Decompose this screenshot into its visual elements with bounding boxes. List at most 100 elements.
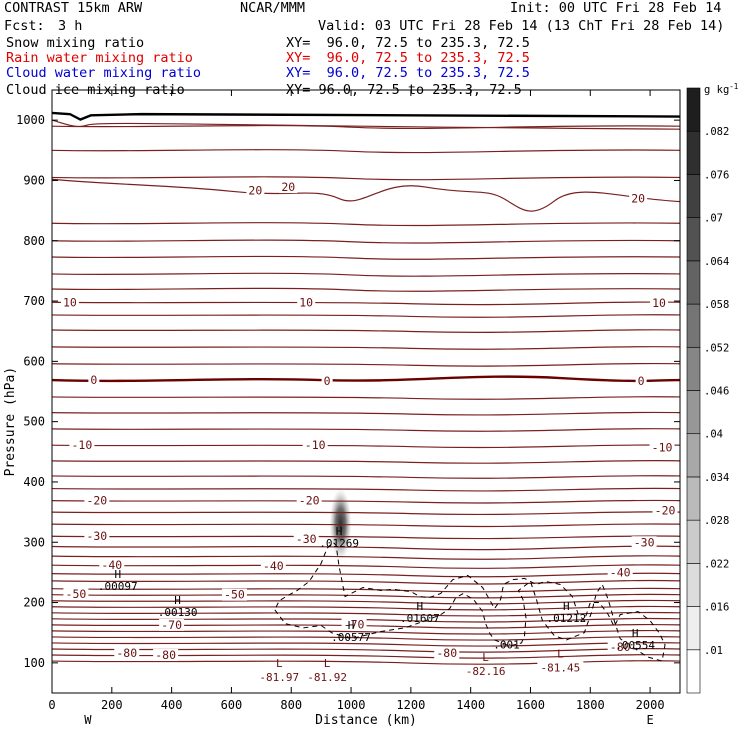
- field-xy-cloudice: XY= 96.0, 72.5 to 235.3, 72.5: [286, 82, 522, 98]
- colorbar-bin: [686, 217, 701, 262]
- high-value: .00097: [98, 580, 138, 593]
- isotherm-line: [51, 654, 681, 659]
- high-value: .00130: [158, 606, 198, 619]
- isotherm-label-bg: [607, 566, 633, 579]
- colorbar-bin: [686, 346, 701, 391]
- isotherm-line: [51, 535, 681, 540]
- isotherm-label-bg: [649, 441, 675, 454]
- y-tick-label: 1000: [16, 113, 45, 127]
- isotherm-line: [51, 587, 681, 593]
- isotherm-label: -10: [305, 438, 326, 452]
- colorbar-bin: [686, 649, 701, 694]
- isotherm-label-bg: [260, 559, 286, 572]
- isotherm-line: [51, 287, 681, 292]
- high-marker: H: [336, 525, 343, 538]
- isotherm-line: [51, 564, 681, 569]
- plot-frame: [51, 89, 681, 694]
- isotherm-line: [51, 635, 681, 641]
- isotherm-line: [51, 396, 681, 400]
- isotherm-label: -20: [655, 503, 676, 517]
- high-value: .01607: [400, 612, 440, 625]
- isotherm-label-bg: [607, 641, 633, 654]
- isotherm-label: -70: [344, 617, 365, 631]
- isotherm-label: -20: [86, 494, 107, 508]
- isotherm-line: [51, 411, 681, 416]
- colorbar-tick-label: .058: [704, 299, 729, 311]
- isotherm-line: [51, 648, 681, 653]
- low-marker: L: [276, 657, 283, 670]
- isotherm-line: [51, 178, 681, 212]
- isotherm-label-bg: [650, 296, 669, 309]
- isotherm-line: [51, 460, 681, 464]
- cloud-ice-contour: [274, 541, 666, 662]
- isotherm-label-bg: [297, 296, 316, 309]
- low-value-bg: [256, 671, 303, 684]
- isotherm-line: [51, 346, 681, 350]
- colorbar: .01 .016 .022 .028 .034 .04 .046 .052 .058 .064 .0…: [686, 82, 738, 694]
- isotherm-line: [51, 329, 681, 333]
- isotherm-label-bg: [293, 533, 319, 546]
- isotherm-line: [51, 362, 681, 367]
- colorbar-bin: [686, 260, 701, 305]
- low-marker: L: [482, 651, 489, 664]
- isotherm-line: [51, 222, 681, 227]
- cloud-ice-level-label: .001: [493, 638, 520, 651]
- isotherm-line: [51, 623, 681, 629]
- isotherm-label-bg: [69, 439, 95, 452]
- isotherm-line: [51, 642, 681, 647]
- colorbar-bin: [686, 563, 701, 607]
- y-tick-label: 700: [23, 294, 45, 308]
- isotherm-label: -20: [299, 494, 320, 508]
- isotherm-label: 0: [90, 373, 97, 387]
- low-value: -81.45: [541, 661, 581, 674]
- isotherm-label: 10: [299, 295, 313, 309]
- x-end-label-west: W: [84, 713, 92, 727]
- x-tick-label: 0: [48, 698, 55, 712]
- high-value: .00577: [331, 631, 371, 644]
- y-tick-label: 600: [23, 354, 45, 368]
- isotherm-line: [51, 272, 681, 277]
- isotherm-label-bg: [279, 181, 298, 194]
- colorbar-tick-label: .076: [704, 169, 729, 181]
- isotherm-label-bg: [63, 588, 89, 601]
- high-marker: H: [632, 627, 639, 640]
- high-marker: H: [348, 619, 355, 632]
- low-marker: L: [324, 657, 331, 670]
- isotherm-label: 20: [281, 180, 295, 194]
- x-tick-label: 1400: [456, 698, 485, 712]
- x-tick-label: 1000: [337, 698, 366, 712]
- field-xy-snow: XY= 96.0, 72.5 to 235.3, 72.5: [286, 35, 530, 51]
- isotherm-label: -40: [263, 559, 284, 573]
- isotherm-line: [51, 572, 681, 578]
- isotherm-label: -70: [161, 618, 182, 632]
- isotherm-label: 0: [638, 374, 645, 388]
- isotherm-label-bg: [635, 375, 647, 388]
- x-axis-title: Distance (km): [315, 713, 417, 728]
- high-marker: H: [114, 568, 121, 581]
- isotherm-label-bg: [321, 375, 333, 388]
- isotherm-label: -40: [101, 558, 122, 572]
- isotherm-label: -10: [652, 441, 673, 455]
- colorbar-bin: [686, 519, 701, 564]
- isotherm-label-bg: [652, 504, 678, 517]
- low-value: -81.97: [259, 671, 299, 684]
- isotherm-label: -80: [610, 640, 631, 654]
- colorbar-tick-label: .046: [704, 386, 729, 398]
- colorbar-bin: [686, 476, 701, 521]
- isotherm-label: 0: [324, 374, 331, 388]
- colorbar-tick-label: .064: [704, 256, 729, 268]
- colorbar-tick-label: .016: [704, 602, 729, 614]
- isotherm-label-bg: [84, 494, 110, 507]
- field-xy-rain: XY= 96.0, 72.5 to 235.3, 72.5: [286, 50, 530, 66]
- isotherm-line: [51, 314, 681, 318]
- isotherm-line: [51, 511, 681, 516]
- y-tick-label: 200: [23, 596, 45, 610]
- title-init: Init: 00 UTC Fri 28 Feb 14: [510, 0, 722, 16]
- high-marker: H: [174, 594, 181, 607]
- isotherm-label: -80: [155, 648, 176, 662]
- isotherm-line: [51, 124, 681, 130]
- colorbar-bin: [686, 87, 701, 132]
- title-model: CONTRAST 15km ARW: [4, 0, 143, 16]
- isotherm-line: [51, 593, 681, 599]
